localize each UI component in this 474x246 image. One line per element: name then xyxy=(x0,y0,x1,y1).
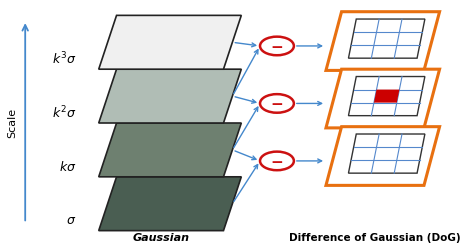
Text: −: − xyxy=(271,155,283,170)
Polygon shape xyxy=(99,177,241,231)
Polygon shape xyxy=(326,12,439,70)
Text: Gaussian: Gaussian xyxy=(133,233,190,243)
Polygon shape xyxy=(99,15,241,69)
Polygon shape xyxy=(326,127,439,185)
Text: −: − xyxy=(271,40,283,55)
Polygon shape xyxy=(99,123,241,177)
Text: $k^2\sigma$: $k^2\sigma$ xyxy=(52,105,76,122)
Text: −: − xyxy=(271,97,283,112)
Polygon shape xyxy=(374,90,400,103)
Polygon shape xyxy=(348,134,425,173)
Text: $\sigma$: $\sigma$ xyxy=(66,214,76,227)
Text: Difference of Gaussian (DoG): Difference of Gaussian (DoG) xyxy=(289,233,461,243)
Text: $k^3\sigma$: $k^3\sigma$ xyxy=(52,51,76,68)
Polygon shape xyxy=(348,77,425,116)
Text: $k\sigma$: $k\sigma$ xyxy=(59,160,76,174)
Text: Scale: Scale xyxy=(7,108,17,138)
Polygon shape xyxy=(348,19,425,58)
Polygon shape xyxy=(326,69,439,128)
Polygon shape xyxy=(99,69,241,123)
